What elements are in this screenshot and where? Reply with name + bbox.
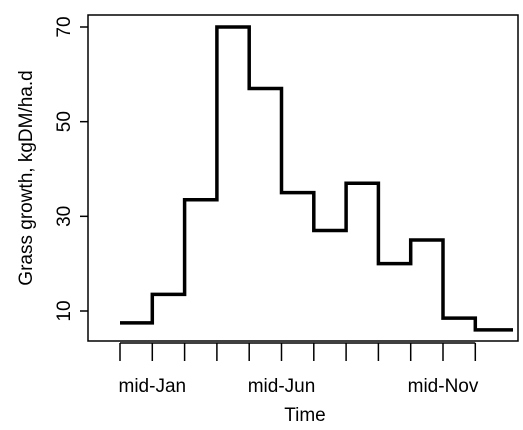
y-axis-title: Grass growth, kgDM/ha.d (16, 70, 37, 285)
y-tick-label: 30 (54, 206, 75, 227)
x-tick-label: mid-Nov (408, 376, 479, 397)
plot-box (87, 14, 519, 342)
y-tick-label: 50 (54, 111, 75, 132)
x-axis: mid-Jan mid-Jun mid-Nov (119, 342, 479, 397)
y-axis: 10 30 50 70 (54, 16, 88, 322)
x-axis-title: Time (284, 405, 326, 426)
y-tick-label: 70 (54, 16, 75, 37)
x-tick-label: mid-Jan (119, 376, 187, 397)
x-tick-label: mid-Jun (248, 376, 316, 397)
series-line (120, 25, 513, 332)
y-tick-label: 10 (54, 300, 75, 321)
